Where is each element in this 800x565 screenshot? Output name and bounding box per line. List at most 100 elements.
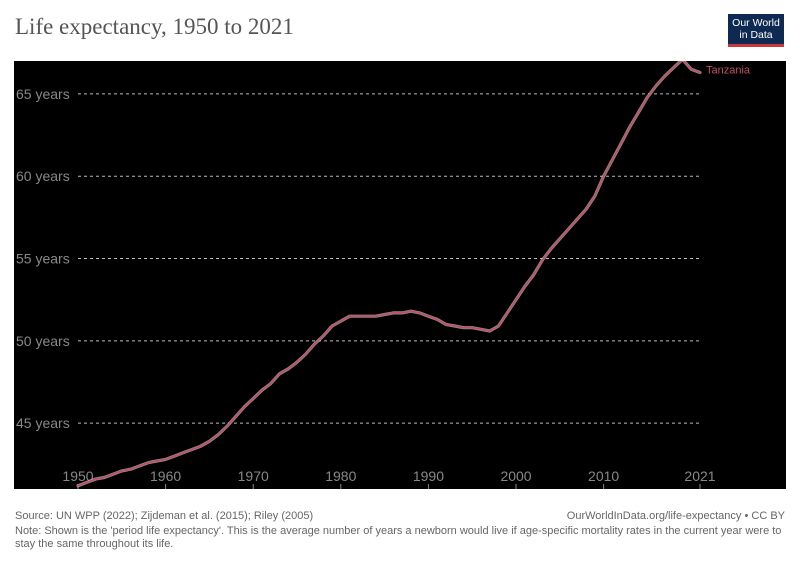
y-tick-label: 50 years	[16, 333, 70, 349]
chart-background	[14, 61, 786, 489]
data-point	[357, 315, 360, 318]
data-point	[453, 325, 456, 327]
data-point	[348, 315, 351, 318]
x-tick-label: 1960	[150, 468, 181, 484]
data-point	[226, 425, 228, 428]
data-point	[410, 310, 412, 313]
data-point	[602, 175, 605, 178]
data-point	[690, 68, 693, 71]
data-point	[269, 382, 272, 385]
x-axis-ticks: 1950 1960 1970 1980 1990 2000 2010 2021	[62, 468, 716, 489]
data-point	[655, 84, 658, 87]
data-point	[506, 312, 509, 314]
y-tick-label: 65 years	[16, 86, 70, 102]
data-point	[427, 315, 430, 318]
x-tick-label: 1950	[62, 468, 93, 484]
x-tick-label: 2021	[684, 468, 715, 484]
data-point	[103, 476, 106, 479]
data-point	[375, 315, 377, 318]
logo-line-2: in Data	[739, 29, 773, 41]
data-point	[558, 237, 561, 240]
data-point	[304, 353, 307, 355]
data-point	[94, 478, 97, 480]
data-point	[497, 325, 500, 327]
data-point	[383, 313, 386, 316]
data-point	[191, 448, 193, 451]
data-point	[629, 125, 631, 128]
data-point	[252, 397, 255, 400]
data-point	[261, 389, 263, 392]
x-tick-label: 1990	[413, 468, 444, 484]
series-line-halo	[76, 61, 702, 488]
logo-line-1: Our World	[732, 17, 780, 29]
y-axis-ticks: 45 years 50 years 55 years 60 years 65 years	[16, 86, 70, 431]
data-point	[278, 372, 281, 375]
data-point	[699, 71, 701, 74]
data-point	[620, 142, 623, 145]
data-point	[182, 451, 185, 454]
data-point	[576, 218, 579, 220]
data-point	[322, 335, 325, 337]
data-point	[611, 158, 614, 161]
y-tick-label: 45 years	[16, 415, 70, 431]
data-point	[471, 326, 474, 329]
data-point	[594, 195, 596, 197]
data-point	[129, 468, 132, 471]
data-point	[138, 465, 141, 467]
owid-logo[interactable]: Our World in Data	[728, 14, 784, 47]
data-point	[331, 325, 333, 327]
data-point	[646, 96, 649, 99]
series-lines	[76, 61, 702, 488]
gridlines	[78, 93, 700, 424]
data-point	[243, 405, 246, 408]
data-point	[147, 461, 150, 464]
data-point	[445, 323, 447, 326]
data-point	[515, 298, 517, 301]
data-point	[112, 473, 114, 476]
series-line-tanzania	[77, 61, 701, 487]
data-point	[567, 228, 570, 230]
data-point	[672, 66, 675, 69]
data-point	[120, 470, 123, 472]
data-point	[523, 285, 526, 288]
series-labels: Tanzania	[706, 65, 751, 77]
data-point	[155, 460, 158, 462]
data-point	[664, 74, 666, 77]
chart-title: Life expectancy, 1950 to 2021	[15, 14, 294, 39]
x-tick-label: 1980	[325, 468, 356, 484]
data-point	[234, 415, 237, 418]
series-label-tanzania: Tanzania	[706, 65, 751, 77]
note-text: Note: Shown is the 'period life expectan…	[15, 525, 782, 550]
x-tick-label: 2000	[500, 468, 531, 484]
data-point	[296, 361, 298, 364]
data-point	[164, 458, 167, 461]
data-point	[418, 312, 421, 314]
data-point	[480, 328, 482, 331]
data-point	[339, 320, 342, 322]
x-tick-label: 1970	[238, 468, 269, 484]
data-point	[541, 259, 544, 262]
data-point	[77, 484, 79, 487]
data-point	[532, 274, 535, 276]
data-point	[488, 330, 491, 332]
data-point	[85, 481, 88, 484]
data-point	[217, 433, 220, 436]
source-url-link[interactable]: OurWorldInData.org/life-expectancy • CC …	[566, 510, 785, 522]
data-point	[436, 318, 439, 321]
data-point	[392, 312, 395, 314]
data-point	[550, 247, 552, 250]
source-text: Source: UN WPP (2022); Zijdeman et al. (…	[15, 510, 314, 522]
data-point	[401, 312, 403, 314]
data-point	[173, 455, 176, 457]
x-tick-label: 2010	[588, 468, 619, 484]
data-point	[287, 367, 290, 370]
data-point	[585, 208, 587, 211]
data-point	[462, 326, 465, 329]
data-point	[208, 440, 211, 443]
data-point	[199, 445, 202, 448]
y-tick-label: 55 years	[16, 251, 70, 267]
data-point	[313, 343, 316, 345]
data-point	[637, 111, 640, 113]
data-point	[366, 315, 368, 318]
y-tick-label: 60 years	[16, 168, 70, 184]
